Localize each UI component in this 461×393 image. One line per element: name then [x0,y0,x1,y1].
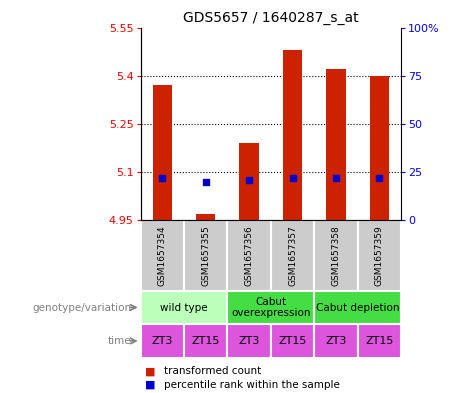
Bar [141,220,184,291]
Bar [196,214,215,220]
Bar [370,75,389,220]
Text: GSM1657356: GSM1657356 [245,225,254,286]
Bar [314,291,401,324]
Text: time: time [108,336,131,346]
Bar [271,324,314,358]
Text: GSM1657355: GSM1657355 [201,225,210,286]
Text: ZT3: ZT3 [152,336,173,346]
Text: ZT15: ZT15 [365,336,394,346]
Text: percentile rank within the sample: percentile rank within the sample [164,380,340,390]
Bar [141,291,227,324]
Title: GDS5657 / 1640287_s_at: GDS5657 / 1640287_s_at [183,11,359,25]
Bar [227,291,314,324]
Bar [283,50,302,220]
Bar [227,324,271,358]
Text: Cabut
overexpression: Cabut overexpression [231,297,311,318]
Text: GSM1657359: GSM1657359 [375,225,384,286]
Bar [184,220,227,291]
Text: transformed count: transformed count [164,366,261,376]
Text: ■: ■ [145,380,156,390]
Bar [239,143,259,220]
Bar [314,324,358,358]
Bar [314,220,358,291]
Text: Cabut depletion: Cabut depletion [316,303,399,312]
Text: GSM1657358: GSM1657358 [331,225,341,286]
Text: ■: ■ [145,366,156,376]
Text: GSM1657354: GSM1657354 [158,225,167,286]
Bar [358,324,401,358]
Bar [326,69,346,220]
Text: wild type: wild type [160,303,208,312]
Bar [271,220,314,291]
Text: genotype/variation: genotype/variation [32,303,131,312]
Text: GSM1657357: GSM1657357 [288,225,297,286]
Bar [358,220,401,291]
Text: ZT15: ZT15 [278,336,307,346]
Bar [184,324,227,358]
Bar [227,220,271,291]
Text: ZT3: ZT3 [238,336,260,346]
Bar [141,324,184,358]
Text: ZT3: ZT3 [325,336,347,346]
Bar [153,85,172,220]
Text: ZT15: ZT15 [191,336,220,346]
